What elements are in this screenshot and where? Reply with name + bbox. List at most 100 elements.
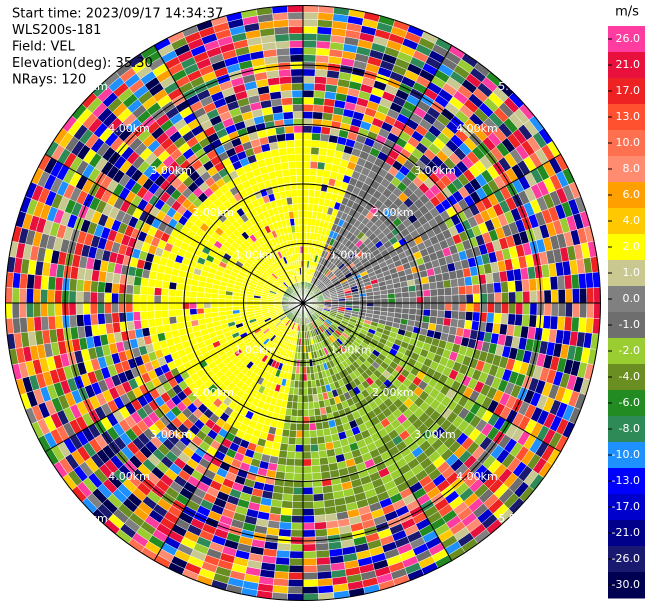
- radar-cell: [302, 458, 312, 467]
- radar-cell: [292, 97, 304, 105]
- radar-cell: [302, 572, 318, 580]
- radar-cell: [437, 295, 446, 304]
- radar-cell: [422, 309, 431, 317]
- radar-cell: [277, 140, 287, 150]
- radar-cell: [89, 302, 98, 315]
- ring-label: 3.00km: [414, 428, 456, 441]
- radar-cell: [161, 309, 170, 319]
- radar-cell: [54, 289, 63, 304]
- radar-cell: [436, 309, 445, 319]
- radar-cell: [514, 313, 523, 327]
- radar-cell: [302, 529, 316, 538]
- radar-cell: [18, 287, 27, 304]
- radar-cell: [126, 275, 136, 286]
- radar-cell: [161, 316, 171, 326]
- radar-cell: [294, 139, 304, 148]
- ring-label: 1.00km: [330, 344, 372, 357]
- colorbar-tick-label: 10.0: [616, 136, 641, 149]
- radar-cell: [104, 292, 112, 304]
- radar-cell: [289, 47, 304, 56]
- radar-cell: [292, 487, 304, 495]
- radar-cell: [465, 284, 474, 295]
- radar-cell: [313, 83, 327, 92]
- radar-cell: [231, 302, 240, 307]
- radar-cell: [289, 557, 304, 566]
- radar-cell: [111, 302, 119, 314]
- radar-cell: [275, 556, 290, 566]
- radar-cell: [288, 564, 304, 573]
- radar-cell: [302, 146, 312, 155]
- radar-cell: [456, 319, 466, 329]
- radar-cell: [290, 189, 298, 198]
- radar-cell: [359, 296, 367, 301]
- radar-cell: [302, 522, 316, 531]
- radar-cell: [287, 153, 296, 163]
- radar-cell: [463, 276, 473, 287]
- ring-label: 4.00km: [456, 122, 498, 135]
- radar-cell: [296, 423, 304, 431]
- radar-cell: [47, 289, 56, 304]
- radar-cell: [238, 302, 247, 307]
- radar-cell: [288, 572, 304, 580]
- radar-cell: [82, 302, 91, 315]
- radar-cell: [302, 416, 310, 424]
- radar-cell: [308, 182, 316, 191]
- radar-cell: [320, 126, 331, 136]
- radar-cell: [302, 451, 312, 460]
- radar-cell: [288, 33, 304, 42]
- radar-cell: [542, 315, 552, 330]
- radar-cell: [307, 394, 314, 403]
- radar-cell: [421, 282, 431, 291]
- radar-cell: [292, 394, 299, 403]
- radar-cell: [557, 302, 566, 317]
- radar-cell: [288, 211, 295, 220]
- radar-cell: [82, 291, 91, 304]
- radar-cell: [472, 284, 481, 295]
- radar-cell: [76, 279, 85, 292]
- radar-cell: [557, 289, 566, 304]
- radar-cell: [316, 428, 325, 438]
- radar-cell: [273, 570, 290, 580]
- radar-cell: [297, 387, 304, 396]
- radar-cell: [463, 319, 473, 330]
- radar-cell: [160, 302, 169, 311]
- radar-cell: [299, 366, 304, 375]
- radar-cell: [306, 366, 311, 375]
- radar-cell: [420, 276, 430, 285]
- ring-label: 1.00km: [234, 344, 276, 357]
- radar-cell: [287, 161, 297, 170]
- radar-cell: [203, 292, 212, 299]
- radar-cell: [40, 289, 49, 304]
- radar-cell: [297, 394, 304, 403]
- radar-cell: [564, 288, 573, 304]
- radar-cell: [312, 111, 324, 120]
- radar-cell: [280, 161, 290, 171]
- radar-cell: [380, 298, 389, 304]
- radar-cell: [442, 317, 452, 327]
- radar-cell: [528, 314, 538, 328]
- radar-cell: [293, 132, 304, 141]
- radar-cell: [280, 90, 293, 99]
- radar-cell: [422, 289, 431, 297]
- radar-cell: [33, 274, 43, 290]
- radar-cell: [140, 319, 150, 329]
- radar-cell: [132, 293, 141, 304]
- radar-cell: [302, 97, 314, 105]
- radar-cell: [126, 320, 136, 331]
- radar-cell: [444, 294, 453, 304]
- radar-cell: [311, 472, 322, 481]
- radar-cell: [287, 18, 304, 27]
- colorbar-band: [608, 182, 645, 209]
- radar-cell: [239, 305, 247, 310]
- radar-cell: [289, 40, 304, 49]
- radar-cell: [189, 308, 198, 316]
- ring-label: 4.00km: [456, 470, 498, 483]
- radar-cell: [302, 508, 315, 517]
- radar-cell: [400, 286, 410, 293]
- radar-cell: [290, 68, 304, 77]
- radar-cell: [394, 292, 403, 299]
- radar-cell: [294, 224, 300, 233]
- radar-cell: [302, 167, 311, 176]
- radar-cell: [319, 456, 329, 466]
- radar-cell: [12, 272, 21, 289]
